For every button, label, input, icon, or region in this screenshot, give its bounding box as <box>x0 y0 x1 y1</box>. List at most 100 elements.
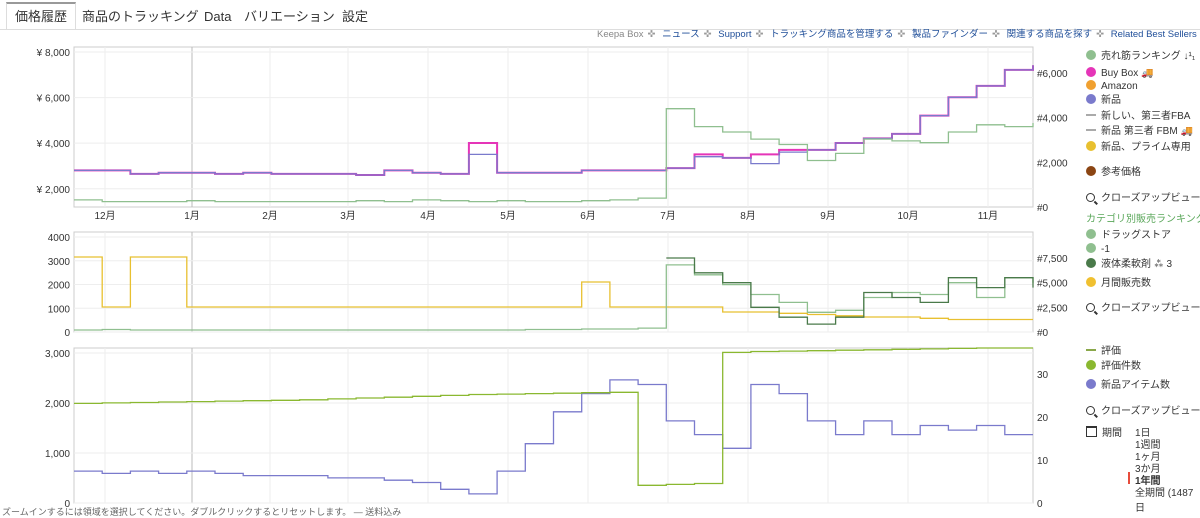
period-1w[interactable]: 1週間 <box>1135 440 1161 451</box>
closeup-label: クローズアップビュー <box>1101 406 1200 417</box>
series-line <box>74 347 1033 486</box>
rank-panel[interactable]: 4000 3000 2000 1000 0 #7,500 #5,000 #2,500 #0 <box>48 231 1068 339</box>
legend-label: 新品、プライム専用 <box>1101 142 1191 153</box>
y-tick-right: #7,500 <box>1037 254 1068 265</box>
y-tick-right: #0 <box>1037 328 1049 339</box>
legend-item-buybox[interactable]: Buy Box 🚚 <box>1086 67 1153 81</box>
y-tick-right: #0 <box>1037 203 1049 214</box>
legend-swatch <box>1086 243 1096 253</box>
legend-swatch <box>1086 258 1096 268</box>
legend-item-new-offer-count[interactable]: 新品アイテム数 <box>1086 379 1170 393</box>
legend-swatch <box>1086 229 1096 239</box>
x-tick-label: 10月 <box>897 210 918 222</box>
legend-item-monthly-sales[interactable]: 月間販売数 <box>1086 277 1151 291</box>
link-related-best-sellers[interactable]: Related Best Sellers <box>1110 29 1197 40</box>
closeup-label: クローズアップビュー <box>1101 303 1200 314</box>
series-line <box>74 108 1034 203</box>
tab-settings[interactable]: 設定 <box>342 9 369 24</box>
sort-icon[interactable]: ↓¹₁ <box>1183 51 1196 62</box>
legend-item-sales-rank[interactable]: 売れ筋ランキング ↓¹₁ <box>1086 50 1195 64</box>
x-tick-label: 1月 <box>184 210 200 222</box>
series-line <box>74 65 1034 176</box>
y-tick-right: #2,500 <box>1037 303 1068 314</box>
period-1m[interactable]: 1ヶ月 <box>1135 452 1161 463</box>
x-tick-label: 9月 <box>820 210 836 222</box>
legend-item-list-price[interactable]: 参考価格 <box>1086 166 1141 180</box>
legend-item-new-fbm[interactable]: 新品 第三者 FBM 🚚 <box>1086 125 1193 139</box>
legend-label: 評価 <box>1101 346 1121 357</box>
closeup-toggle-2[interactable]: クローズアップビュー <box>1086 302 1200 316</box>
legend-item-drugstore[interactable]: ドラッグストア <box>1086 229 1171 243</box>
legend-label: ドラッグストア <box>1101 230 1171 241</box>
link-product-finder[interactable]: 製品ファインダー <box>911 29 988 40</box>
y-tick-left: ¥ 8,000 <box>36 48 71 59</box>
y-tick-left: 2,000 <box>45 399 70 410</box>
y-tick-left: 3000 <box>48 257 71 268</box>
tab-variations[interactable]: バリエーション <box>244 9 335 24</box>
price-panel[interactable]: ¥ 8,000 ¥ 6,000 ¥ 4,000 ¥ 2,000 #6,000 #4,000… <box>36 46 1068 222</box>
legend-item-new-fba[interactable]: 新しい、第三者FBA <box>1086 110 1190 124</box>
legend-swatch <box>1086 349 1096 351</box>
legend-label: 評価件数 <box>1101 361 1141 372</box>
period-1d[interactable]: 1日 <box>1135 428 1151 439</box>
link-related-products[interactable]: 関連する商品を探す <box>1006 29 1093 40</box>
legend-label: 月間販売数 <box>1101 278 1151 289</box>
legend-item-softener[interactable]: 液体柔軟剤 ⁂ 3 <box>1086 258 1172 272</box>
y-tick-right: 10 <box>1037 456 1049 467</box>
tab-tracking[interactable]: 商品のトラッキング <box>82 9 199 24</box>
legend-swatch <box>1086 166 1096 176</box>
y-tick-left: 2000 <box>48 281 71 292</box>
period-1y[interactable]: 1年間 <box>1135 476 1161 487</box>
legend-item-review-count[interactable]: 評価件数 <box>1086 360 1141 374</box>
y-tick-left: ¥ 2,000 <box>36 185 71 196</box>
keepa-chart[interactable]: ¥ 8,000 ¥ 6,000 ¥ 4,000 ¥ 2,000 #6,000 #4,000… <box>0 0 1080 513</box>
calendar-icon <box>1086 426 1097 437</box>
tab-price-history[interactable]: 価格履歴 <box>6 2 77 30</box>
legend-item-new[interactable]: 新品 <box>1086 94 1121 108</box>
top-links: Keepa Box ✜ ニュース ✜ Support ✜ トラッキング商品を管理する ✜… <box>597 29 1197 40</box>
link-support[interactable]: Support <box>718 29 752 40</box>
y-tick-right: #2,000 <box>1037 158 1068 169</box>
y-tick-left: 1,000 <box>45 449 70 460</box>
x-tick-label: 3月 <box>340 210 356 222</box>
legend-item-rating[interactable]: 評価 <box>1086 345 1121 359</box>
series-line <box>666 257 1034 325</box>
y-tick-right: 20 <box>1037 413 1049 424</box>
closeup-toggle-1[interactable]: クローズアップビュー <box>1086 192 1200 206</box>
legend-item-amazon[interactable]: Amazon <box>1086 80 1138 94</box>
legend-swatch <box>1086 360 1096 370</box>
legend-label: Buy Box 🚚 <box>1101 68 1154 79</box>
period-label-text: 期間 <box>1102 428 1122 439</box>
y-tick-left: 3,000 <box>45 349 70 360</box>
legend-swatch <box>1086 94 1096 104</box>
period-selected-marker <box>1128 472 1130 484</box>
legend-swatch <box>1086 379 1096 389</box>
y-tick-right: #5,000 <box>1037 279 1068 290</box>
y-tick-left: 0 <box>64 499 70 510</box>
series-line <box>74 256 1033 321</box>
y-tick-left: 4000 <box>48 233 71 244</box>
link-manage-tracking[interactable]: トラッキング商品を管理する <box>770 29 894 40</box>
link-news[interactable]: ニュース <box>662 29 700 40</box>
period-all[interactable]: 全期間 (1487 日 <box>1135 488 1194 514</box>
zoom-hint: ズームインするには領域を選択してください。ダブルクリックするとリセットします。 … <box>2 507 402 517</box>
tab-data[interactable]: Data <box>204 9 232 24</box>
link-keepa-box[interactable]: Keepa Box <box>597 29 644 40</box>
x-tick-label: 2月 <box>262 210 278 222</box>
closeup-toggle-3[interactable]: クローズアップビュー <box>1086 405 1200 419</box>
period-3m[interactable]: 3か月 <box>1135 464 1161 475</box>
period-label: 期間 <box>1086 424 1122 439</box>
legend-label: Amazon <box>1101 81 1138 92</box>
x-tick-label: 6月 <box>580 210 596 222</box>
x-tick-label: 7月 <box>660 210 676 222</box>
legend-swatch <box>1086 50 1096 60</box>
legend-swatch <box>1086 277 1096 287</box>
legend-item-minus1[interactable]: -1 <box>1086 243 1110 257</box>
legend-swatch <box>1086 80 1096 90</box>
magnifier-icon <box>1086 303 1095 312</box>
offers-panel[interactable]: 3,000 2,000 1,000 0 30 20 10 0 <box>45 347 1049 510</box>
tab-bar: 価格履歴 商品のトラッキング Data バリエーション 設定 <box>0 0 1200 30</box>
y-tick-left: ¥ 4,000 <box>36 139 71 150</box>
x-tick-label: 11月 <box>978 210 998 222</box>
legend-item-prime[interactable]: 新品、プライム専用 <box>1086 141 1191 155</box>
